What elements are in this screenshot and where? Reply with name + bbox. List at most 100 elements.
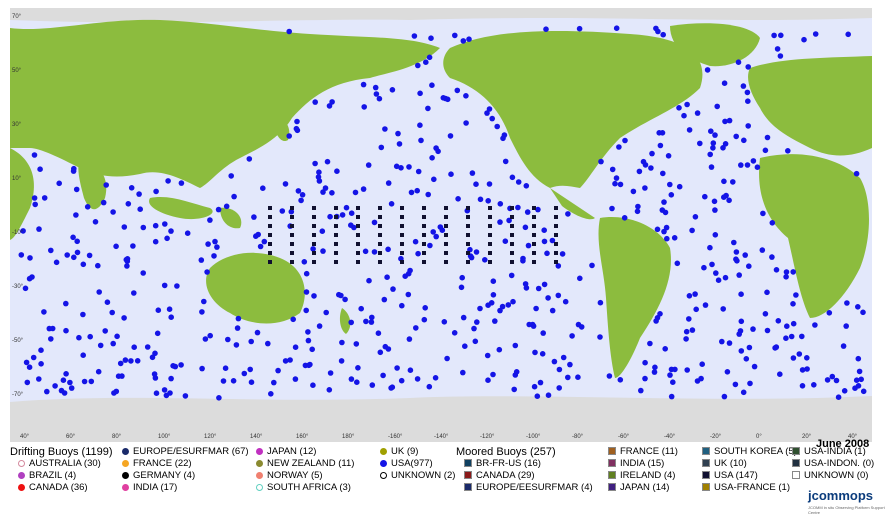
- legend-item: AUSTRALIA (30): [18, 458, 101, 470]
- buoy-marker: [396, 141, 403, 147]
- moored-buoy-marker: [356, 206, 360, 210]
- longitude-tick-label: 20°: [802, 434, 812, 440]
- moored-buoy-marker: [356, 224, 360, 228]
- buoy-marker: [845, 31, 851, 38]
- buoy-marker: [205, 241, 211, 247]
- legend-symbol-icon: [792, 459, 800, 467]
- buoy-marker: [122, 357, 129, 363]
- buoy-marker: [559, 251, 566, 257]
- legend-label: FRANCE (11): [620, 446, 678, 457]
- buoy-marker: [63, 327, 69, 334]
- buoy-marker: [738, 162, 744, 168]
- moored-buoy-marker: [290, 233, 294, 237]
- buoy-marker: [440, 95, 447, 101]
- buoy-marker: [505, 302, 512, 308]
- buoy-marker: [769, 220, 776, 226]
- buoy-marker: [371, 249, 378, 255]
- buoy-marker: [363, 318, 369, 325]
- legend-item: EUROPE/ESURFMAR (67): [122, 446, 249, 458]
- buoy-marker: [24, 379, 31, 386]
- buoy-marker: [361, 104, 368, 110]
- landmasses: [10, 19, 872, 378]
- buoy-marker: [385, 346, 392, 352]
- buoy-marker: [268, 391, 274, 397]
- latitude-tick-label: 30°: [12, 122, 22, 128]
- longitude-tick-label: -160°: [388, 434, 403, 440]
- buoy-marker: [81, 378, 88, 385]
- buoy-marker: [774, 46, 781, 52]
- latitude-ticks: 70° 50° 30° 10° -10° -30° -50° -70°: [12, 14, 24, 398]
- buoy-marker: [320, 248, 326, 254]
- buoy-marker: [418, 137, 424, 144]
- buoy-marker: [152, 350, 158, 357]
- moored-buoy-marker: [312, 215, 316, 219]
- moored-buoy-marker: [554, 233, 558, 237]
- buoy-marker: [540, 330, 546, 336]
- buoy-marker: [26, 275, 33, 282]
- buoy-marker: [234, 325, 241, 331]
- latitude-tick-label: 10°: [12, 176, 22, 182]
- buoy-marker: [27, 255, 33, 261]
- moored-buoy-marker: [488, 215, 492, 219]
- legend-item: FRANCE (11): [608, 446, 678, 458]
- buoy-marker: [565, 374, 571, 381]
- buoy-marker: [378, 144, 385, 151]
- buoy-marker: [812, 322, 818, 328]
- buoy-marker: [562, 298, 569, 305]
- moored-buoy-marker: [422, 224, 426, 228]
- buoy-marker: [702, 302, 709, 308]
- world-map[interactable]: 70° 50° 30° 10° -10° -30° -50° -70° 40° 60° 80° 10…: [10, 8, 872, 450]
- buoy-marker: [352, 189, 359, 196]
- buoy-marker: [469, 170, 476, 176]
- buoy-marker: [305, 337, 312, 344]
- buoy-marker: [648, 165, 654, 171]
- buoy-marker: [722, 141, 729, 147]
- moored-buoy-marker: [444, 215, 448, 219]
- buoy-marker: [87, 333, 93, 340]
- buoy-marker: [655, 28, 661, 35]
- buoy-marker: [429, 155, 435, 161]
- buoy-marker: [732, 381, 739, 388]
- longitude-tick-label: 0°: [756, 434, 762, 440]
- buoy-marker: [254, 329, 261, 336]
- buoy-marker: [565, 211, 571, 217]
- buoy-marker: [597, 299, 604, 306]
- moored-buoy-marker: [510, 260, 514, 264]
- buoy-marker: [246, 156, 253, 162]
- legend-item: NORWAY (5): [256, 470, 323, 482]
- buoy-marker: [721, 80, 728, 86]
- moored-buoy-marker: [334, 260, 338, 264]
- buoy-marker: [303, 270, 310, 277]
- buoy-marker: [653, 318, 659, 324]
- moored-buoy-marker: [488, 224, 492, 228]
- buoy-marker: [541, 227, 547, 233]
- moored-buoy-marker: [268, 251, 272, 255]
- buoy-marker: [339, 339, 345, 346]
- buoy-marker: [512, 342, 519, 349]
- buoy-marker: [431, 176, 437, 183]
- buoy-marker: [616, 144, 622, 150]
- buoy-marker: [128, 358, 134, 364]
- buoy-marker: [730, 179, 736, 185]
- buoy-marker: [425, 105, 431, 112]
- legend-symbol-icon: [792, 447, 800, 455]
- buoy-marker: [790, 301, 796, 307]
- buoy-marker: [149, 354, 156, 361]
- buoy-marker: [48, 336, 54, 342]
- buoy-marker: [530, 323, 537, 329]
- buoy-marker: [769, 254, 775, 260]
- buoy-marker: [720, 306, 726, 312]
- buoy-marker: [153, 390, 160, 397]
- legend-symbol-icon: [122, 472, 129, 479]
- buoy-marker: [151, 371, 158, 377]
- buoy-marker: [671, 235, 678, 241]
- buoy-marker: [711, 198, 718, 205]
- buoy-marker: [860, 388, 867, 395]
- buoy-marker: [441, 319, 448, 325]
- buoy-marker: [282, 181, 289, 187]
- buoy-marker: [510, 298, 516, 305]
- buoy-marker: [744, 89, 751, 96]
- moored-buoy-marker: [510, 251, 514, 255]
- buoy-marker: [801, 36, 807, 43]
- legend-item: JAPAN (12): [256, 446, 316, 458]
